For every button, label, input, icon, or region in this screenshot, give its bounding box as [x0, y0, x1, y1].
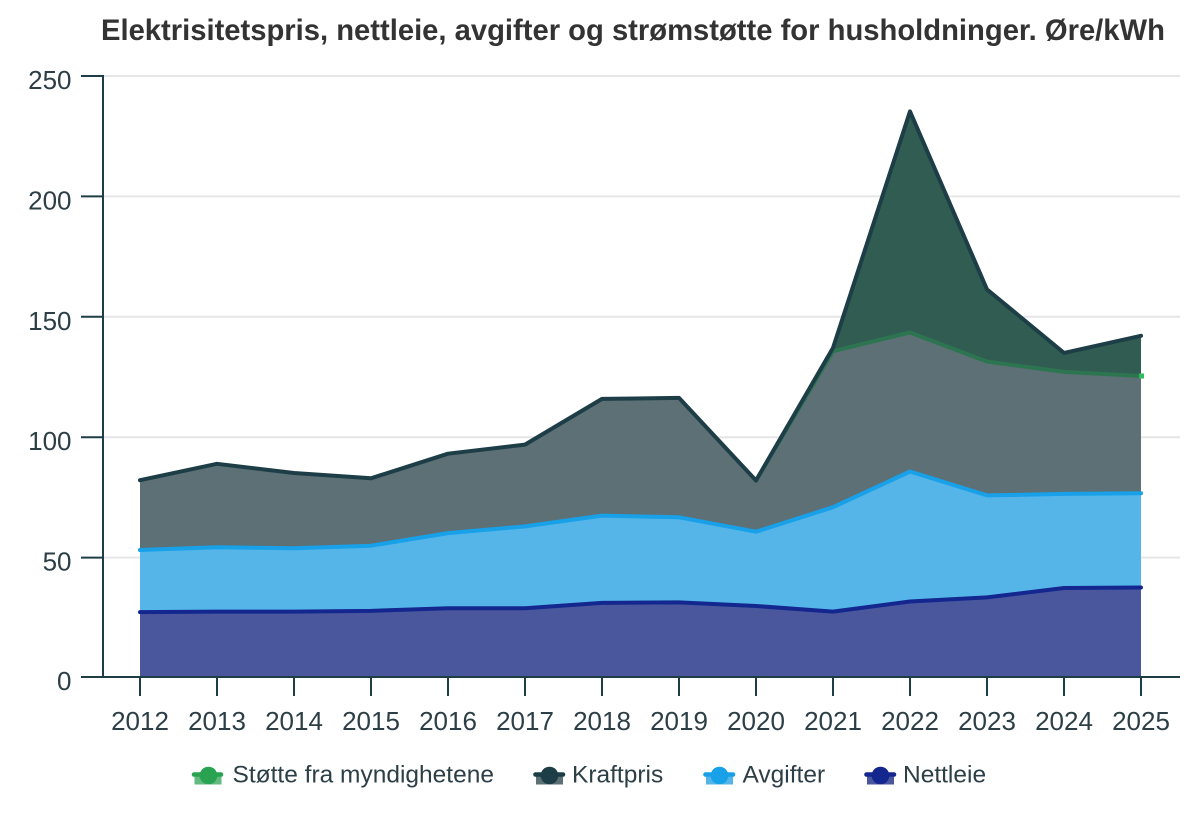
- svg-text:2012: 2012: [111, 706, 169, 736]
- svg-text:2019: 2019: [650, 706, 708, 736]
- svg-text:2017: 2017: [496, 706, 554, 736]
- svg-text:150: 150: [28, 306, 71, 336]
- svg-text:50: 50: [43, 547, 72, 577]
- svg-text:2025: 2025: [1112, 706, 1170, 736]
- svg-text:Nettleie: Nettleie: [903, 762, 986, 789]
- svg-text:2023: 2023: [958, 706, 1016, 736]
- svg-text:2021: 2021: [804, 706, 862, 736]
- svg-text:Kraftpris: Kraftpris: [572, 762, 663, 789]
- svg-text:Avgifter: Avgifter: [743, 762, 826, 789]
- svg-text:2015: 2015: [342, 706, 400, 736]
- svg-text:250: 250: [28, 65, 71, 95]
- svg-text:2016: 2016: [419, 706, 477, 736]
- svg-text:0: 0: [57, 666, 71, 696]
- svg-text:2018: 2018: [573, 706, 631, 736]
- svg-text:2024: 2024: [1035, 706, 1093, 736]
- svg-text:Støtte fra myndighetene: Støtte fra myndighetene: [233, 762, 494, 789]
- svg-text:200: 200: [28, 185, 71, 215]
- svg-text:Elektrisitetspris, nettleie, a: Elektrisitetspris, nettleie, avgifter og…: [101, 15, 1165, 47]
- svg-text:2022: 2022: [881, 706, 939, 736]
- svg-text:100: 100: [28, 426, 71, 456]
- svg-text:2013: 2013: [188, 706, 246, 736]
- svg-text:2020: 2020: [727, 706, 785, 736]
- svg-text:2014: 2014: [265, 706, 323, 736]
